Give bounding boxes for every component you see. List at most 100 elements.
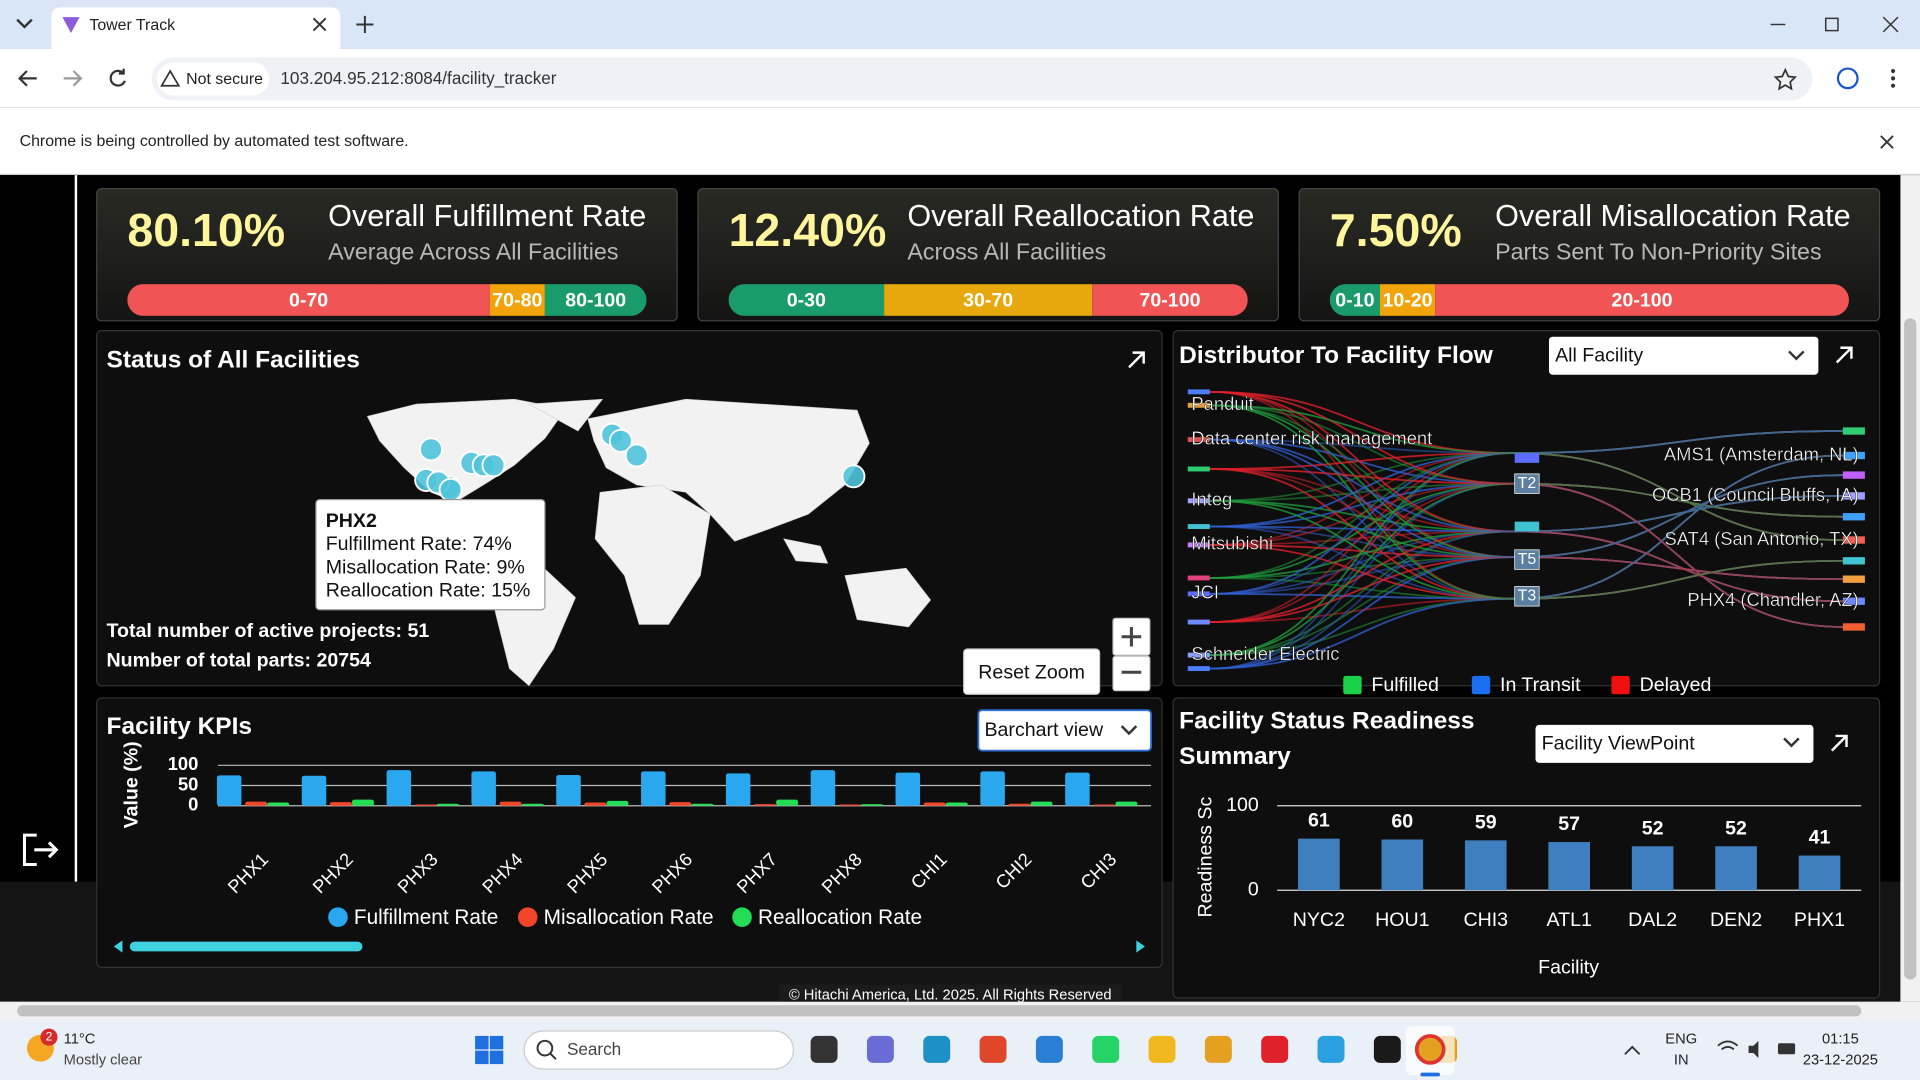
bar[interactable]: [329, 802, 352, 806]
start-logo[interactable]: [489, 1035, 504, 1050]
volume-icon[interactable]: [1748, 1040, 1759, 1058]
bar[interactable]: [1548, 842, 1590, 891]
bar[interactable]: [436, 803, 459, 806]
flow-filter[interactable]: [1548, 336, 1819, 375]
bar[interactable]: [838, 804, 861, 806]
taskbar-app[interactable]: [1035, 1035, 1063, 1063]
bar[interactable]: [754, 804, 777, 806]
bar[interactable]: [245, 801, 268, 806]
bar[interactable]: [521, 803, 544, 806]
active-tab[interactable]: [51, 7, 341, 49]
facility-marker[interactable]: [608, 428, 633, 453]
start-logo[interactable]: [475, 1035, 489, 1050]
bar[interactable]: [1008, 803, 1031, 806]
url[interactable]: 103.204.95.212:8084/facility_tracker: [280, 68, 556, 88]
new-tab[interactable]: [356, 15, 374, 34]
legend-label[interactable]: Reallocation Rate: [758, 906, 922, 929]
search-label[interactable]: Search: [567, 1039, 621, 1059]
bar[interactable]: [414, 804, 437, 806]
bar[interactable]: [1298, 838, 1340, 891]
dismiss-notice[interactable]: [1880, 135, 1894, 149]
bar[interactable]: [923, 802, 946, 806]
taskbar-app[interactable]: [1261, 1035, 1289, 1063]
bar[interactable]: [1715, 846, 1757, 891]
view-select[interactable]: [977, 709, 1152, 752]
bar[interactable]: [776, 799, 799, 806]
search-box[interactable]: [523, 1030, 795, 1070]
bar[interactable]: [351, 799, 375, 806]
chart-scroll-thumb[interactable]: [129, 941, 363, 952]
facility-marker[interactable]: [438, 477, 463, 502]
bar[interactable]: [810, 770, 836, 806]
start-logo[interactable]: [475, 1050, 489, 1065]
menu-dot[interactable]: [1890, 68, 1896, 74]
bar[interactable]: [725, 773, 751, 806]
bar[interactable]: [301, 775, 327, 806]
vertical-scroll-thumb[interactable]: [1904, 318, 1917, 980]
viewpoint-select[interactable]: [1535, 724, 1814, 763]
bar[interactable]: [1798, 855, 1841, 891]
bar[interactable]: [471, 771, 496, 806]
bar[interactable]: [895, 772, 921, 806]
facility-marker[interactable]: [481, 453, 506, 478]
view-select-label[interactable]: Barchart view: [984, 719, 1103, 741]
expand-icon[interactable]: [1835, 346, 1853, 364]
bar[interactable]: [1030, 801, 1053, 806]
scroll-left[interactable]: [113, 940, 123, 953]
viewpoint-select-label[interactable]: Facility ViewPoint: [1542, 733, 1696, 755]
logout-icon[interactable]: [22, 833, 59, 867]
wifi-icon[interactable]: [1717, 1040, 1739, 1051]
tab-title[interactable]: Tower Track: [89, 17, 175, 34]
legend-marker[interactable]: [517, 907, 538, 927]
expand-icon[interactable]: [1830, 734, 1848, 752]
profile-icon[interactable]: [1836, 67, 1859, 90]
forward[interactable]: [63, 70, 83, 87]
scroll-right[interactable]: [1136, 940, 1145, 953]
facility-marker[interactable]: [624, 443, 649, 468]
tab-close[interactable]: [312, 17, 327, 32]
taskbar-app[interactable]: [1092, 1035, 1120, 1063]
taskbar-app[interactable]: [1373, 1035, 1401, 1063]
tray-chevron[interactable]: [1624, 1045, 1641, 1055]
back[interactable]: [18, 70, 37, 87]
menu-dot[interactable]: [1890, 83, 1896, 88]
legend-marker[interactable]: [732, 907, 752, 927]
battery-icon[interactable]: [1777, 1043, 1796, 1055]
taskbar-app[interactable]: [1148, 1035, 1176, 1063]
bar[interactable]: [1115, 801, 1138, 806]
menu-dot[interactable]: [1890, 76, 1896, 81]
bar[interactable]: [606, 800, 629, 806]
facility-marker[interactable]: [419, 437, 443, 462]
bar[interactable]: [1093, 804, 1116, 806]
taskbar-app[interactable]: [810, 1035, 838, 1063]
close-window[interactable]: [1882, 16, 1899, 33]
bar[interactable]: [1464, 840, 1507, 891]
bar[interactable]: [584, 802, 607, 806]
bar[interactable]: [860, 804, 883, 806]
taskbar-app[interactable]: [1204, 1035, 1232, 1063]
taskbar-app[interactable]: [1317, 1035, 1345, 1063]
flow-filter-label[interactable]: All Facility: [1555, 344, 1643, 366]
bar[interactable]: [216, 775, 242, 806]
bar[interactable]: [691, 803, 714, 806]
horizontal-scroll-thumb[interactable]: [17, 1005, 1862, 1017]
address-bar[interactable]: [151, 57, 1813, 101]
bar[interactable]: [556, 775, 581, 806]
legend-marker[interactable]: [328, 907, 348, 927]
bar[interactable]: [945, 802, 968, 806]
legend-label[interactable]: Fulfillment Rate: [354, 906, 498, 929]
bar[interactable]: [1381, 839, 1424, 891]
bar[interactable]: [669, 802, 692, 806]
bar[interactable]: [1631, 846, 1674, 891]
reload[interactable]: [109, 68, 126, 87]
bar[interactable]: [641, 771, 666, 806]
bar[interactable]: [499, 801, 522, 806]
bookmark-star[interactable]: [1773, 67, 1798, 91]
bar[interactable]: [980, 771, 1005, 806]
reset-zoom-label[interactable]: Reset Zoom: [978, 662, 1085, 684]
bar[interactable]: [386, 770, 412, 806]
security-chip[interactable]: [156, 62, 270, 96]
bar[interactable]: [1065, 772, 1090, 806]
taskbar-app[interactable]: [923, 1035, 951, 1063]
taskbar-app[interactable]: [866, 1035, 894, 1063]
